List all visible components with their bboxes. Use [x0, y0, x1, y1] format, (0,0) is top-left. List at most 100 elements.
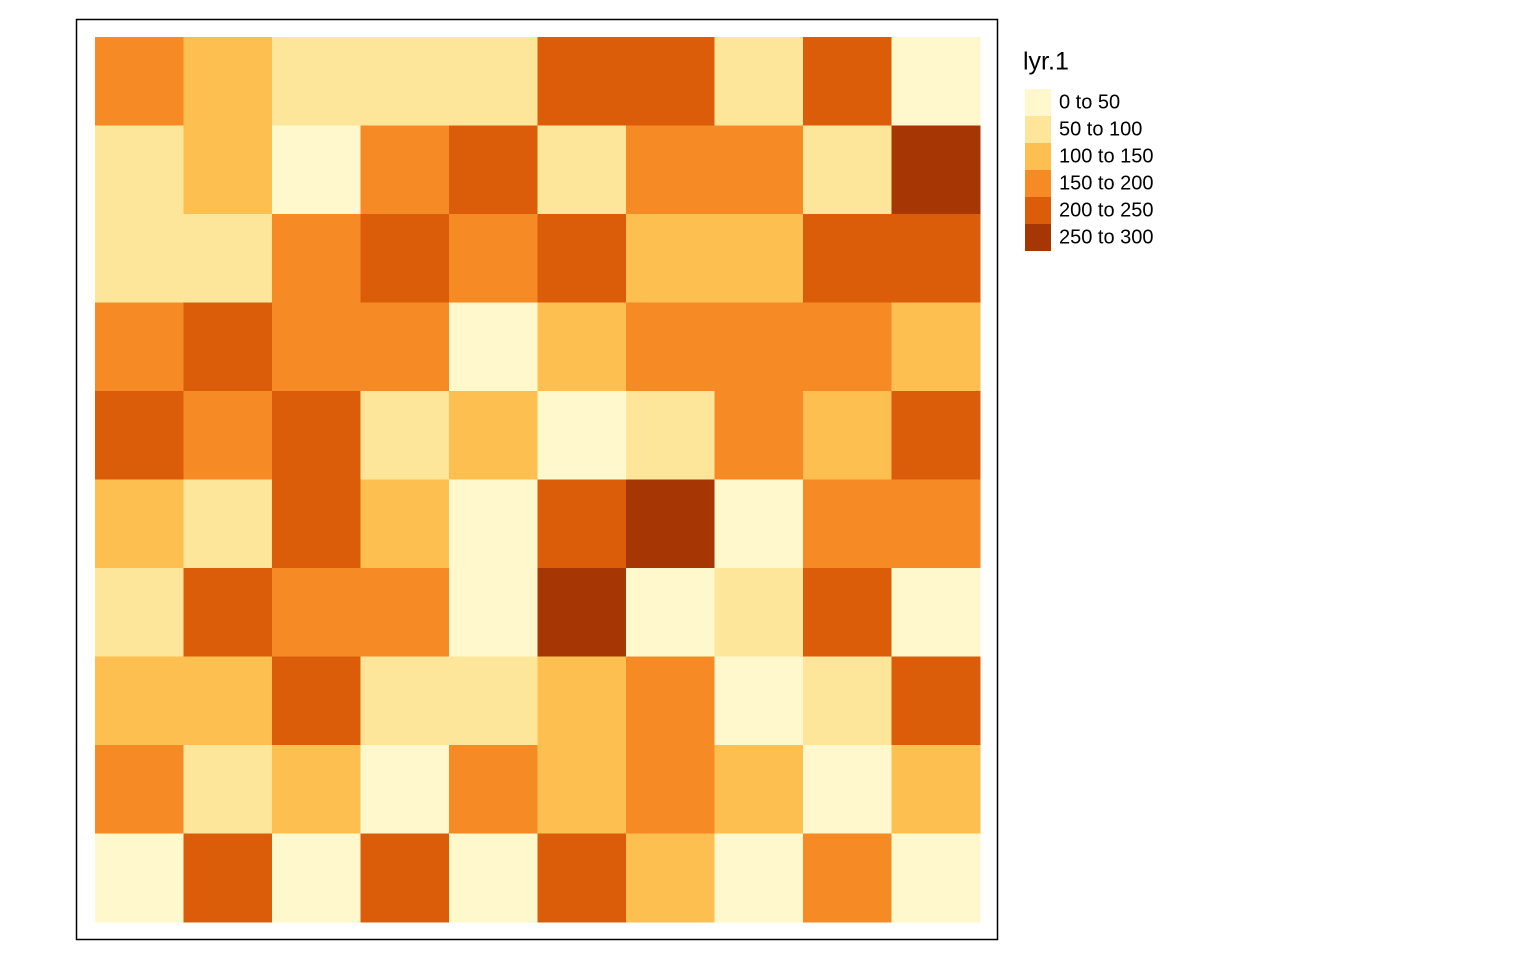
- raster-cell: [183, 391, 273, 480]
- raster-cell: [891, 37, 981, 126]
- raster-cell: [891, 302, 981, 392]
- raster-cell: [626, 833, 715, 923]
- raster-cell: [360, 302, 450, 392]
- legend-swatch: [1025, 89, 1051, 116]
- raster-cell: [803, 125, 892, 215]
- legend-label: 250 to 300: [1059, 226, 1154, 248]
- raster-cell: [183, 37, 273, 126]
- legend-swatch: [1025, 197, 1051, 224]
- raster-cell: [95, 391, 184, 480]
- legend: 0 to 50 50 to 100 100 to 150 150 to 200 200 …: [1025, 89, 1154, 251]
- legend-label: 150 to 200: [1059, 172, 1154, 194]
- raster-cell: [626, 568, 715, 657]
- raster-cell: [626, 479, 715, 569]
- raster-cell: [360, 833, 450, 923]
- raster-cell: [449, 391, 538, 480]
- raster-cell: [183, 745, 273, 834]
- raster-cell: [183, 302, 273, 392]
- legend-label: 200 to 250: [1059, 199, 1154, 221]
- raster-cell: [714, 568, 804, 657]
- raster: [95, 37, 981, 923]
- raster-cell: [803, 568, 892, 657]
- legend-label: 100 to 150: [1059, 145, 1154, 167]
- raster-cell: [183, 125, 273, 215]
- raster-cell: [360, 391, 450, 480]
- raster-cell: [449, 833, 538, 923]
- raster-cell: [803, 656, 892, 746]
- raster-cell: [891, 656, 981, 746]
- raster-cell: [272, 302, 361, 392]
- raster-cell: [803, 479, 892, 569]
- raster-cell: [95, 568, 184, 657]
- raster-cell: [891, 833, 981, 923]
- raster-cell: [360, 125, 450, 215]
- raster-cell: [95, 656, 184, 746]
- raster-cell: [449, 479, 538, 569]
- raster-cell: [449, 568, 538, 657]
- raster-cell: [360, 568, 450, 657]
- raster-cell: [95, 302, 184, 392]
- raster-cell: [626, 656, 715, 746]
- raster-cell: [360, 479, 450, 569]
- raster-cell: [714, 37, 804, 126]
- raster-cell: [803, 391, 892, 480]
- raster-cell: [537, 656, 627, 746]
- raster-cell: [95, 479, 184, 569]
- legend-swatch: [1025, 224, 1051, 251]
- legend-swatch: [1025, 143, 1051, 170]
- raster-cell: [537, 125, 627, 215]
- raster-cell: [537, 833, 627, 923]
- raster-cell: [891, 568, 981, 657]
- raster-cell: [714, 302, 804, 392]
- raster-cell: [272, 479, 361, 569]
- raster-cell: [272, 656, 361, 746]
- raster-cell: [803, 833, 892, 923]
- raster-cell: [803, 37, 892, 126]
- raster-cell: [360, 37, 450, 126]
- raster-cell: [803, 302, 892, 392]
- raster-cell: [537, 214, 627, 303]
- raster-cell: [183, 214, 273, 303]
- raster-cell: [183, 479, 273, 569]
- raster-cell: [891, 745, 981, 834]
- raster-cell: [714, 833, 804, 923]
- raster-cell: [449, 745, 538, 834]
- raster-cell: [95, 214, 184, 303]
- raster-cell: [891, 391, 981, 480]
- raster-cell: [272, 391, 361, 480]
- raster-cell: [891, 125, 981, 215]
- raster-cell: [360, 656, 450, 746]
- legend-title: lyr.1: [1023, 48, 1069, 76]
- raster-cell: [626, 125, 715, 215]
- raster-cell: [272, 125, 361, 215]
- raster-cell: [714, 391, 804, 480]
- raster-cell: [891, 479, 981, 569]
- raster-cell: [714, 214, 804, 303]
- raster-cell: [95, 37, 184, 126]
- raster-cell: [626, 745, 715, 834]
- raster-cell: [272, 37, 361, 126]
- raster-cell: [449, 37, 538, 126]
- legend-swatch: [1025, 116, 1051, 143]
- raster-cell: [537, 302, 627, 392]
- legend-label: 0 to 50: [1059, 91, 1120, 113]
- raster-cell: [714, 656, 804, 746]
- raster-cell: [272, 568, 361, 657]
- raster-cell: [449, 214, 538, 303]
- raster-cell: [183, 656, 273, 746]
- map-frame: [75, 18, 999, 941]
- raster-cell: [714, 125, 804, 215]
- raster-cell: [537, 568, 627, 657]
- raster-cell: [272, 833, 361, 923]
- raster-cell: [626, 391, 715, 480]
- raster-cell: [95, 833, 184, 923]
- raster-cell: [537, 479, 627, 569]
- legend-label: 50 to 100: [1059, 118, 1142, 140]
- legend-swatch: [1025, 170, 1051, 197]
- raster-cell: [714, 479, 804, 569]
- raster-cell: [626, 302, 715, 392]
- raster-cell: [360, 745, 450, 834]
- raster-cell: [803, 214, 892, 303]
- raster-cell: [449, 656, 538, 746]
